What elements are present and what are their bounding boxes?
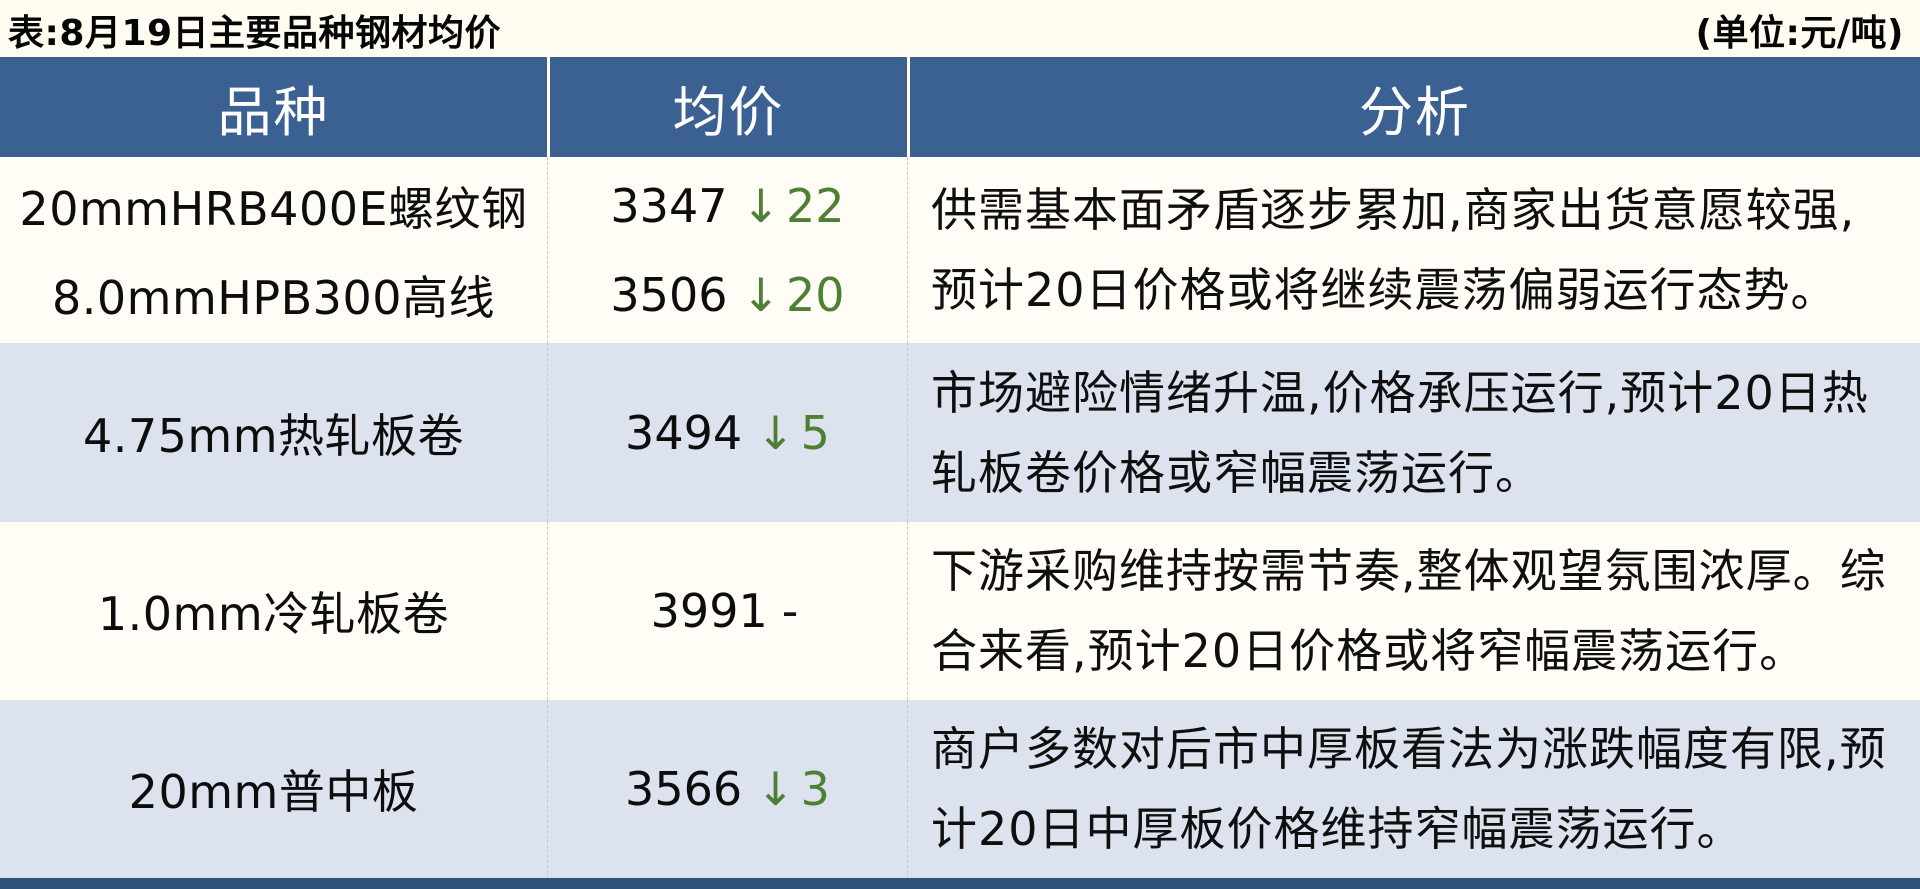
change-value: 20 [786, 267, 845, 322]
variety-cell: 1.0mm冷轧板卷 [0, 522, 547, 700]
title-bar: 表:8月19日主要品种钢材均价 (单位:元/吨) [0, 0, 1920, 57]
page-title: 表:8月19日主要品种钢材均价 [8, 12, 502, 54]
flat-dash-icon: - [781, 584, 799, 638]
price-table: 品种 均价 分析 20mmHRB400E螺纹钢 8.0mmHPB300高线 33… [0, 57, 1920, 889]
price-value: 3506 [610, 267, 728, 322]
price-change-flat: - [782, 584, 805, 638]
unit-label: (单位:元/吨) [1695, 12, 1904, 54]
price-change: ↓ 5 [756, 406, 830, 460]
variety-name: 8.0mmHPB300高线 [52, 270, 495, 325]
change-value: 3 [800, 762, 830, 816]
analysis-cell: 下游采购维持按需节奏,整体观望氛围浓厚。综合来看,预计20日价格或将窄幅震荡运行… [907, 522, 1920, 700]
variety-name: 4.75mm热轧板卷 [82, 408, 465, 463]
down-arrow-icon: ↓ [756, 762, 795, 816]
price-line: 3506 ↓ 20 [610, 268, 844, 322]
analysis-cell: 供需基本面矛盾逐步累加,商家出货意愿较强,预计20日价格或将继续震荡偏弱运行态势… [907, 157, 1920, 343]
price-line: 3566 ↓ 3 [625, 762, 830, 816]
analysis-cell: 商户多数对后市中厚板看法为涨跌幅度有限,预计20日中厚板价格维持窄幅震荡运行。 [907, 700, 1920, 878]
down-arrow-icon: ↓ [741, 178, 781, 233]
variety-cell: 4.75mm热轧板卷 [0, 343, 547, 522]
price-value: 3566 [625, 762, 743, 816]
down-arrow-icon: ↓ [741, 267, 781, 322]
analysis-text: 市场避险情绪升温,价格承压运行,预计20日热轧板卷价格或窄幅震荡运行。 [931, 365, 1869, 500]
variety-cell: 20mm普中板 [0, 700, 547, 878]
column-header-variety: 品种 [217, 80, 330, 144]
table-row-hot-rolled-coil: 4.75mm热轧板卷 3494 ↓ 5 市场避险情绪升温,价格承压运行,预计20… [0, 343, 1920, 522]
change-value: 22 [786, 178, 845, 233]
table-row-rebar-wirerod: 20mmHRB400E螺纹钢 8.0mmHPB300高线 3347 ↓ 22 3 [0, 157, 1920, 343]
price-line: 3991 - [651, 584, 805, 638]
variety-name: 20mmHRB400E螺纹钢 [19, 181, 528, 236]
column-header-price: 均价 [547, 57, 907, 157]
price-line: 3494 ↓ 5 [625, 406, 830, 460]
table-bottom-bar [0, 878, 1920, 889]
price-value: 3991 [650, 584, 768, 638]
variety-name: 1.0mm冷轧板卷 [97, 587, 450, 641]
down-arrow-icon: ↓ [756, 405, 795, 460]
price-cell: 3494 ↓ 5 [547, 343, 907, 522]
variety-name: 20mm普中板 [128, 765, 419, 819]
price-change: ↓ 3 [756, 762, 830, 816]
price-value: 3494 [625, 405, 743, 460]
price-value: 3347 [610, 178, 728, 233]
price-line: 3347 ↓ 22 [610, 179, 844, 233]
table-header-row: 品种 均价 分析 [0, 57, 1920, 157]
variety-cell: 20mmHRB400E螺纹钢 8.0mmHPB300高线 [0, 157, 547, 343]
change-value: 5 [800, 405, 830, 460]
price-cell: 3566 ↓ 3 [547, 700, 907, 878]
analysis-text: 供需基本面矛盾逐步累加,商家出货意愿较强,预计20日价格或将继续震荡偏弱运行态势… [931, 183, 1856, 317]
table-row-medium-plate: 20mm普中板 3566 ↓ 3 商户多数对后市中厚板看法为涨跌幅度有限,预计2… [0, 700, 1920, 878]
table-row-cold-rolled-coil: 1.0mm冷轧板卷 3991 - 下游采购维持按需节奏,整体观望氛围浓厚。综合来… [0, 522, 1920, 700]
column-header-analysis: 分析 [907, 57, 1920, 157]
analysis-text: 下游采购维持按需节奏,整体观望氛围浓厚。综合来看,预计20日价格或将窄幅震荡运行… [931, 544, 1887, 678]
analysis-text: 商户多数对后市中厚板看法为涨跌幅度有限,预计20日中厚板价格维持窄幅震荡运行。 [931, 722, 1887, 856]
price-change: ↓ 22 [741, 179, 844, 233]
price-cell: 3991 - [547, 522, 907, 700]
price-cell: 3347 ↓ 22 3506 ↓ 20 [547, 157, 907, 343]
analysis-cell: 市场避险情绪升温,价格承压运行,预计20日热轧板卷价格或窄幅震荡运行。 [907, 343, 1920, 522]
price-change: ↓ 20 [741, 268, 844, 322]
